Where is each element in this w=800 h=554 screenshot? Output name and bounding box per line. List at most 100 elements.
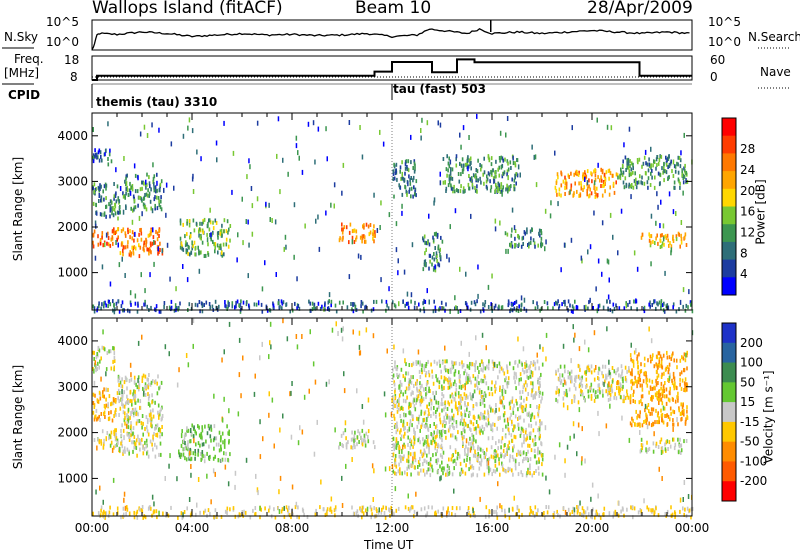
velocity-cell-r10 <box>126 505 128 510</box>
velocity-cell-r6 <box>394 457 397 462</box>
velocity-cell-r8 <box>672 397 674 402</box>
velocity-cell-r6 <box>454 369 457 374</box>
power-cell-r7 <box>407 168 410 173</box>
velocity-cell-r3 <box>144 382 147 387</box>
velocity-cell-r6 <box>420 424 423 429</box>
velocity-cell-r6 <box>537 466 540 471</box>
velocity-cell-r10 <box>189 513 192 518</box>
velocity-noise-cell <box>682 410 684 416</box>
power-noise-cell <box>325 210 327 216</box>
power-cell-r1 <box>97 242 100 247</box>
velocity-cell-r6 <box>462 384 464 389</box>
power-cell-r5 <box>212 239 214 244</box>
power-cell-r14 <box>490 305 493 310</box>
velocity-cell-r6 <box>507 466 510 471</box>
power-cell-r11 <box>603 181 606 186</box>
velocity-cell-r6 <box>494 459 496 464</box>
velocity-cell-r6 <box>441 433 443 438</box>
velocity-cell-r6 <box>412 451 415 456</box>
power-noise-cell <box>115 167 117 173</box>
velocity-cell-r8 <box>643 363 646 368</box>
power-cell-r9 <box>496 186 499 190</box>
velocity-cell-r6 <box>522 459 524 464</box>
power-cell-r12 <box>655 166 657 171</box>
xlabel: Time UT <box>364 538 414 552</box>
velocity-cell-r6 <box>493 422 496 427</box>
velocity-cell-r6 <box>531 371 534 376</box>
power-cell-r3 <box>104 149 107 154</box>
velocity-cell-r2 <box>102 445 105 450</box>
power-noise-cell <box>493 178 495 184</box>
power-noise-cell <box>501 191 503 197</box>
velocity-cell-r6 <box>480 458 483 463</box>
power-cell-r5 <box>197 245 199 250</box>
power-cell-r5 <box>209 220 212 225</box>
power-cell-r12 <box>665 162 668 167</box>
velocity-cell-r6 <box>446 407 449 411</box>
power-cell-r6 <box>343 225 346 230</box>
velocity-cell-r3 <box>136 385 139 390</box>
velocity-cell-r10 <box>260 507 262 512</box>
velocity-cell-r10 <box>199 510 201 515</box>
power-cell-r4 <box>132 208 134 213</box>
velocity-cell-r6 <box>467 373 470 378</box>
power-cell-r3 <box>107 157 109 161</box>
velocity-cell-r3 <box>144 374 147 379</box>
power-cell-r14 <box>513 306 516 311</box>
velocity-noise-cell <box>383 391 386 397</box>
velocity-cell-r6 <box>468 441 470 446</box>
power-noise-cell <box>433 197 436 203</box>
velocity-cell-r6 <box>519 372 522 377</box>
velocity-cell-r10 <box>296 514 298 519</box>
power-colorbar-swatch <box>722 241 736 261</box>
velocity-cell-r8 <box>682 356 685 361</box>
power-noise-cell <box>630 194 632 200</box>
velocity-cell-r0 <box>115 408 117 412</box>
velocity-cell-r6 <box>506 384 509 389</box>
velocity-cell-r7 <box>607 372 610 377</box>
power-cell-r0 <box>116 184 119 189</box>
velocity-cell-r6 <box>392 443 394 448</box>
velocity-noise-cell <box>99 485 101 491</box>
velocity-cell-r6 <box>419 402 422 407</box>
velocity-cell-r6 <box>420 367 423 372</box>
power-cell-r14 <box>564 302 566 307</box>
velocity-noise-cell <box>402 444 404 450</box>
power-cell-r9 <box>461 157 464 162</box>
velocity-cell-r8 <box>647 358 649 363</box>
power-noise-cell <box>352 302 354 307</box>
power-noise-cell <box>192 173 194 179</box>
power-cell-r4 <box>129 181 131 186</box>
power-cell-r14 <box>672 305 674 310</box>
power-cell-r14 <box>296 306 298 311</box>
power-cell-r2 <box>127 240 129 245</box>
power-cell-r2 <box>152 235 155 240</box>
velocity-cell-r6 <box>479 402 482 407</box>
power-cell-r9 <box>462 189 465 194</box>
power-cell-r9 <box>514 161 516 166</box>
velocity-cell-r2 <box>93 438 96 442</box>
velocity-cell-r6 <box>446 415 448 420</box>
velocity-cell-r7 <box>618 391 620 396</box>
power-cell-r4 <box>143 196 145 201</box>
velocity-cell-r6 <box>473 389 476 394</box>
power-cell-r13 <box>650 234 653 239</box>
power-cell-r3 <box>110 159 113 164</box>
power-cell-r8 <box>432 235 434 240</box>
velocity-cell-r6 <box>498 457 500 462</box>
power-cell-r12 <box>681 173 684 177</box>
power-cell-r0 <box>105 214 107 219</box>
velocity-noise-cell <box>343 371 345 377</box>
velocity-cell-r10 <box>153 509 156 514</box>
velocity-cell-r6 <box>487 386 490 391</box>
velocity-cell-r6 <box>482 448 484 453</box>
power-cell-r14 <box>547 306 549 311</box>
power-noise-cell <box>276 153 278 159</box>
power-cell-r7 <box>402 176 404 181</box>
velocity-cell-r3 <box>156 391 159 396</box>
velocity-cell-r8 <box>650 387 652 391</box>
velocity-cell-r6 <box>452 394 454 399</box>
velocity-cell-r10 <box>216 515 218 519</box>
velocity-cell-r6 <box>473 414 475 419</box>
velocity-cell-r6 <box>538 394 541 398</box>
